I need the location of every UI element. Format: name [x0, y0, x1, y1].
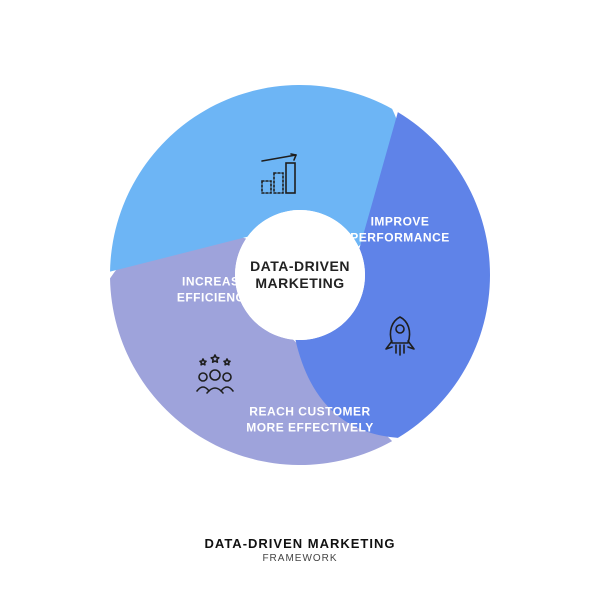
people-stars-icon: [189, 349, 241, 401]
caption-title: DATA-DRIVEN MARKETING: [205, 536, 396, 551]
segment-label-reach-customer: REACH CUSTOMER MORE EFFECTIVELY: [246, 404, 374, 435]
rocket-icon: [374, 309, 426, 361]
segment-label-increase-efficiency: INCREASE EFFICIENCY: [177, 274, 253, 305]
segment-label-improve-performance: IMPROVE PERFORMANCE: [350, 214, 450, 245]
bar-growth-icon: [254, 149, 306, 201]
caption: DATA-DRIVEN MARKETING FRAMEWORK: [205, 536, 396, 564]
center-hub: DATA-DRIVEN MARKETING: [235, 210, 365, 340]
caption-subtitle: FRAMEWORK: [205, 553, 396, 564]
donut-diagram: DATA-DRIVEN MARKETING INCREASE EFFICIENC…: [100, 75, 500, 475]
center-label: DATA-DRIVEN MARKETING: [235, 258, 365, 293]
